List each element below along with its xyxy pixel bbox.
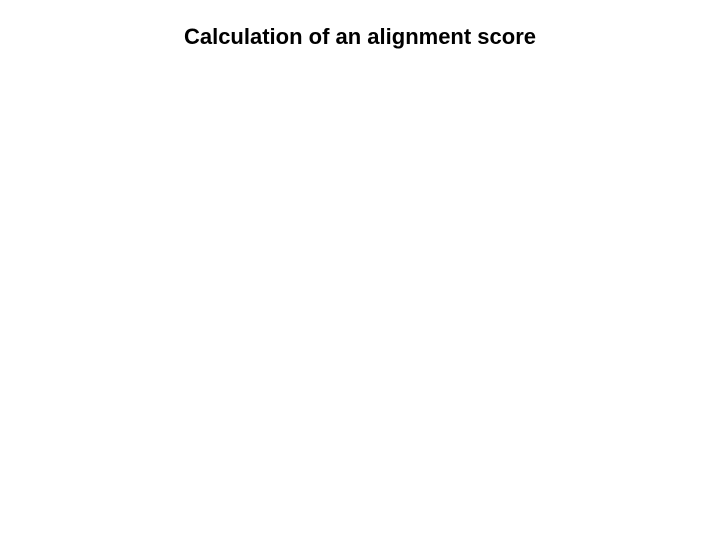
slide-title: Calculation of an alignment score — [0, 24, 720, 50]
